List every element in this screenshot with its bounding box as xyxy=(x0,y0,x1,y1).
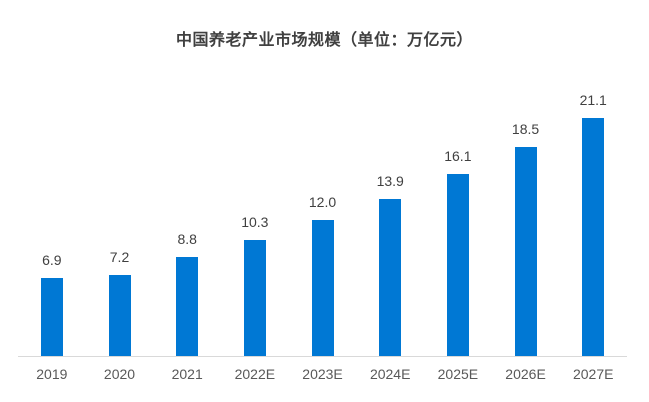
x-axis-tick-label: 2026E xyxy=(505,366,546,382)
bar xyxy=(446,174,469,356)
data-label: 18.5 xyxy=(511,121,540,137)
bar xyxy=(311,220,334,356)
bar-column: 12.0 xyxy=(289,194,357,356)
bar-column: 7.2 xyxy=(86,249,154,356)
bar-column: 16.1 xyxy=(424,148,492,356)
x-axis-tick-label: 2021 xyxy=(171,366,203,382)
data-label: 10.3 xyxy=(241,214,269,230)
bar-column: 13.9 xyxy=(356,173,424,356)
bar xyxy=(243,240,266,356)
bar xyxy=(40,278,63,356)
data-label: 8.8 xyxy=(177,231,197,247)
bar-column: 21.1 xyxy=(559,92,627,356)
data-label: 6.9 xyxy=(42,252,62,268)
x-axis-tick-label: 2023E xyxy=(302,366,343,382)
x-axis-tick-label: 2020 xyxy=(103,366,136,382)
x-axis-tick-row: 2019 2020 2021 2022E 2023E 2024E 2025E 2026E 202… xyxy=(18,357,627,382)
data-label: 16.1 xyxy=(444,148,472,164)
bar xyxy=(514,147,537,356)
data-label: 13.9 xyxy=(376,173,404,189)
bar xyxy=(379,199,402,356)
x-axis-tick-label: 2027E xyxy=(572,366,614,382)
x-axis-tick-label: 2025E xyxy=(437,366,479,382)
x-axis-tick-label: 2024E xyxy=(369,366,411,382)
chart-title: 中国养老产业市场规模（单位：万亿元） xyxy=(175,32,473,49)
bar-column: 8.8 xyxy=(153,231,221,356)
plot-area: 6.9 7.2 8.8 10.3 12.0 13.9 16.1 18.5 21.1 xyxy=(18,45,627,357)
data-label: 7.2 xyxy=(109,249,130,265)
bar xyxy=(582,118,605,356)
x-axis-tick-label: 2019 xyxy=(36,366,68,382)
bar-column: 6.9 xyxy=(18,252,86,356)
bar xyxy=(176,257,199,356)
data-label: 21.1 xyxy=(579,92,607,108)
x-axis-tick-label: 2022E xyxy=(234,366,276,382)
bar-column: 18.5 xyxy=(492,121,560,356)
bar-chart: 6.9 7.2 8.8 10.3 12.0 13.9 16.1 18.5 21.1 2019 20… xyxy=(18,45,627,382)
bar xyxy=(108,275,131,356)
data-label: 12.0 xyxy=(308,194,337,210)
bar-column: 10.3 xyxy=(221,214,289,356)
